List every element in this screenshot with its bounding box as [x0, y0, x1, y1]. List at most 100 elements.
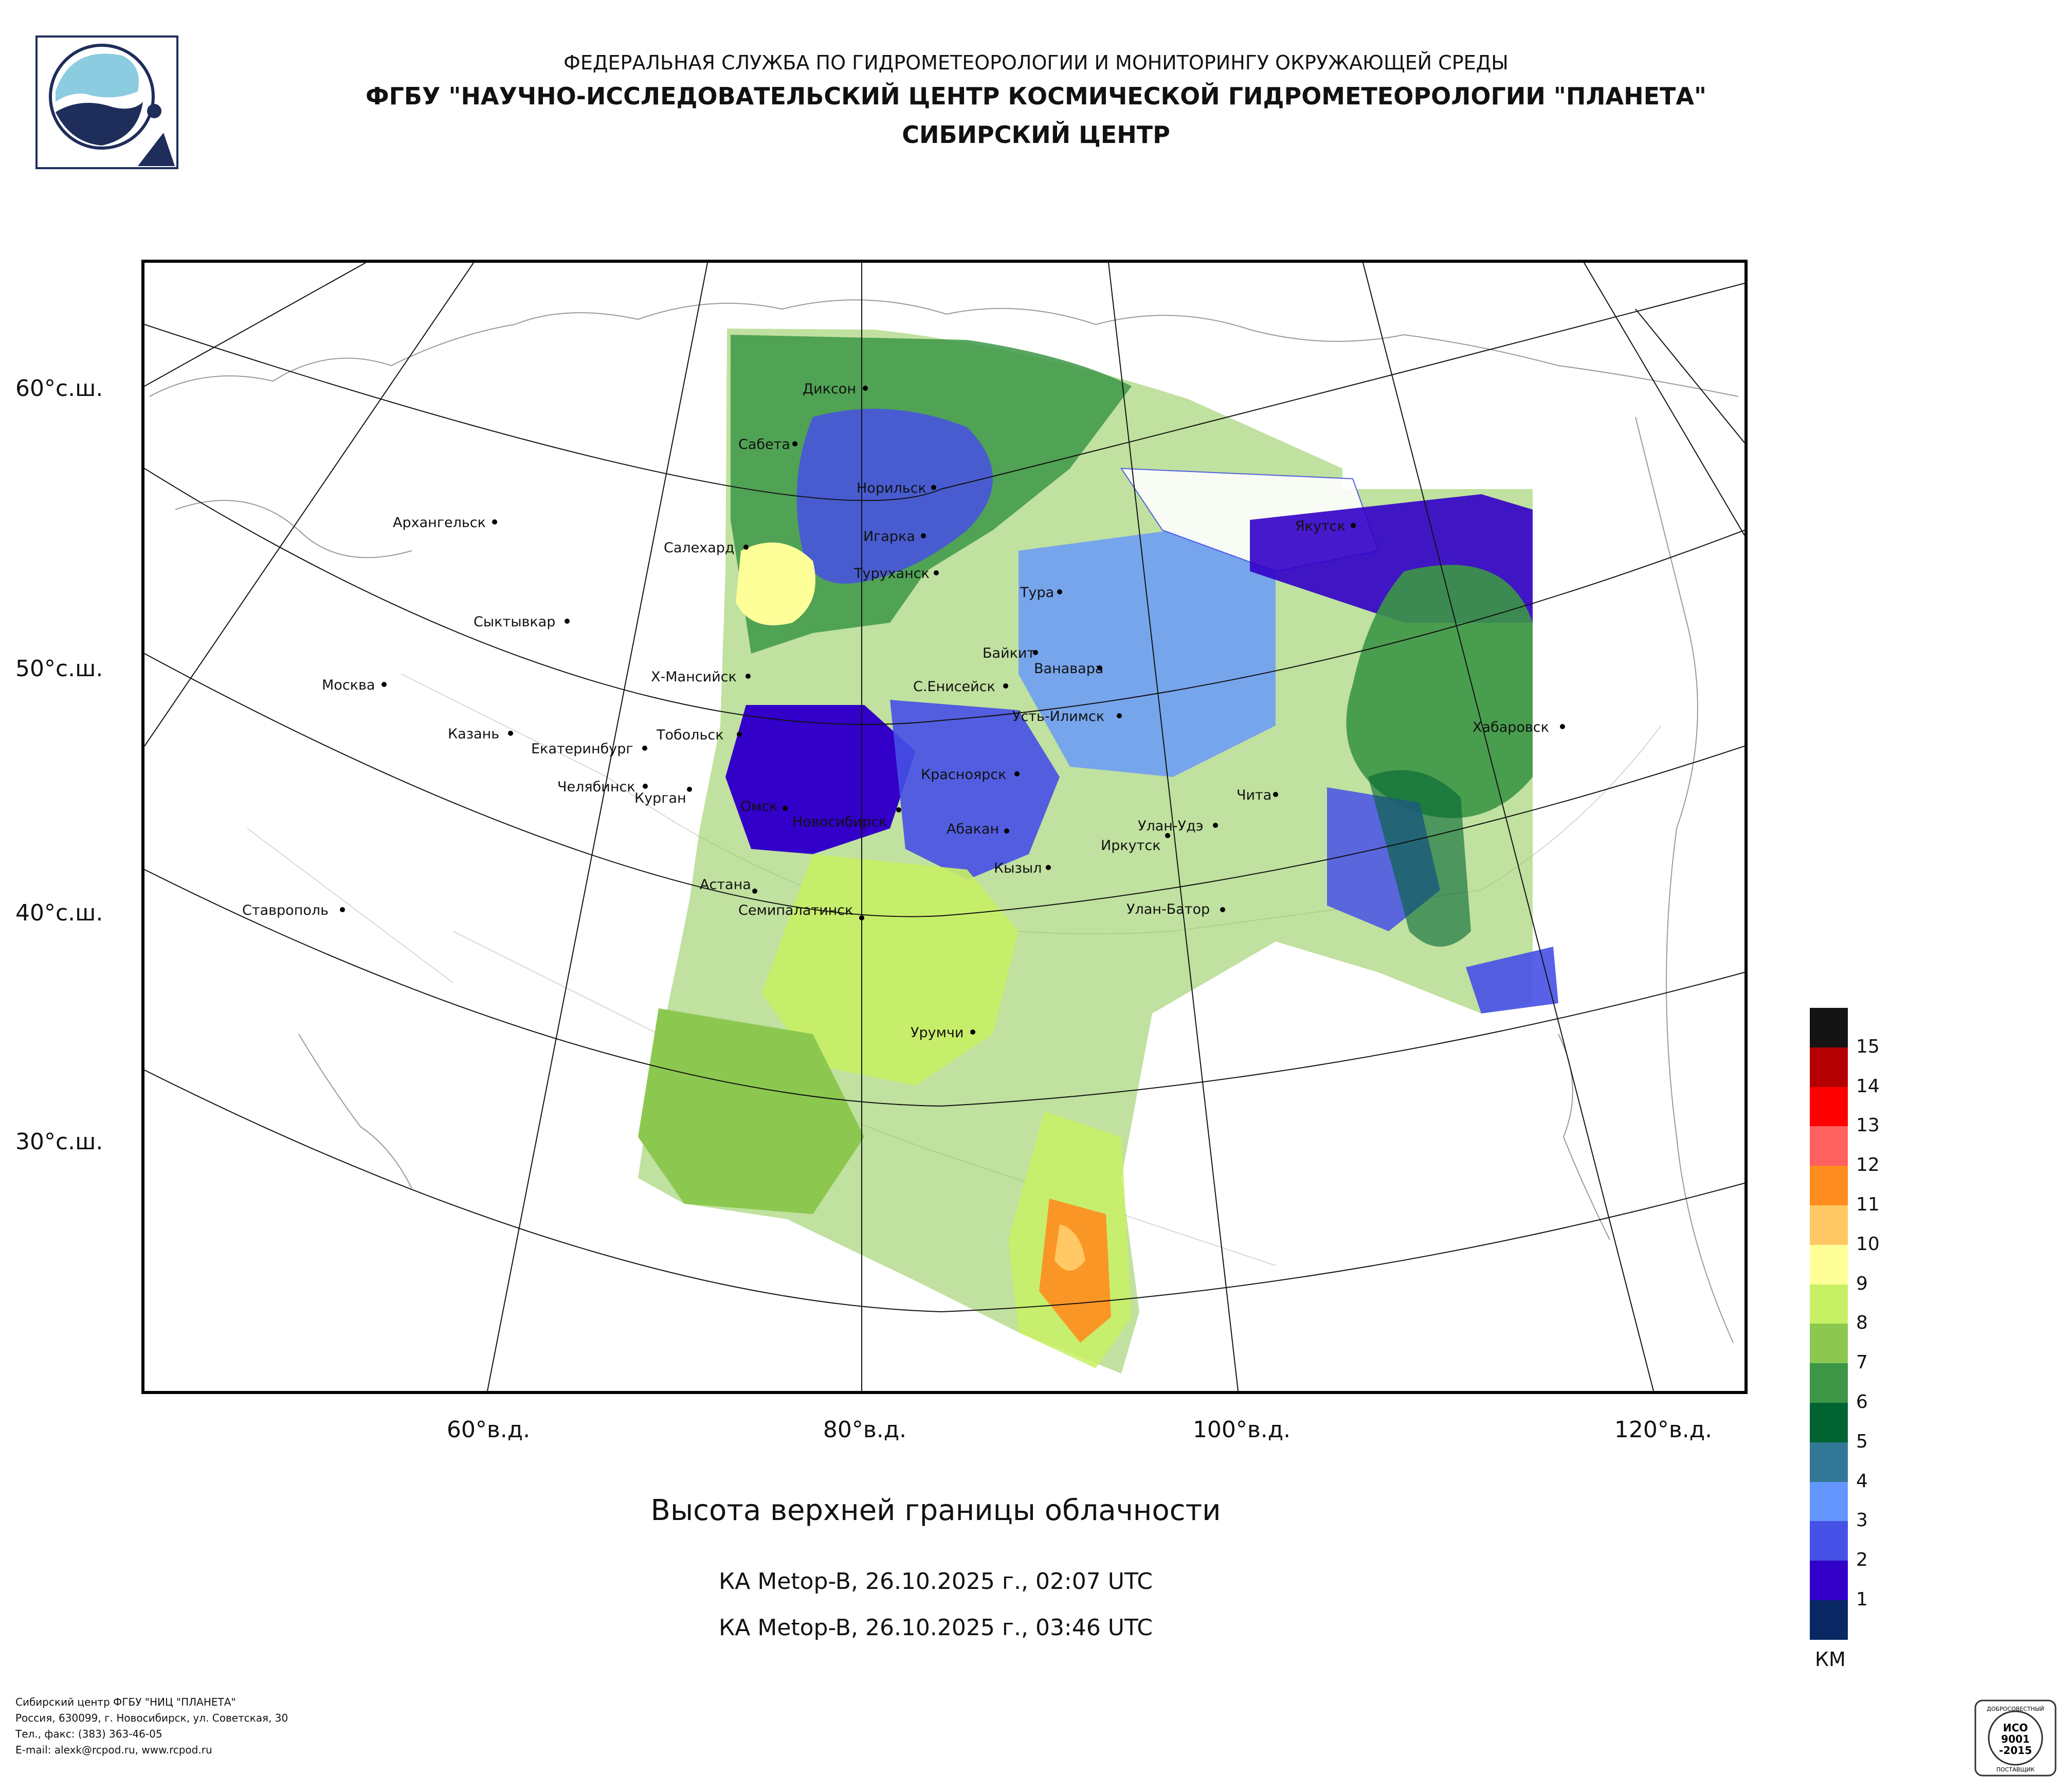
footer-email: E-mail: alexk@rcpod.ru, www.rcpod.ru	[15, 1744, 212, 1756]
legend-label: 10	[1856, 1233, 1880, 1255]
city-krasnoyarsk: Красноярск	[921, 767, 1020, 783]
legend-swatch	[1810, 1363, 1848, 1403]
city-sabeta: Сабета	[738, 437, 797, 453]
svg-text:Х-Мансийск: Х-Мансийск	[651, 669, 737, 685]
city-tura: Тура	[1020, 585, 1062, 601]
city-moscow: Москва	[322, 677, 387, 693]
legend-swatch	[1810, 1087, 1848, 1127]
city-ulan-bator: Улан-Батор	[1126, 901, 1225, 917]
svg-text:Екатеринбург: Екатеринбург	[531, 741, 633, 757]
city-omsk: Омск	[740, 799, 788, 815]
lat-label-30: 30°с.ш.	[15, 1129, 103, 1155]
svg-text:Новосибирск: Новосибирск	[792, 814, 887, 830]
svg-text:Тура: Тура	[1020, 585, 1054, 601]
header-institute: ФГБУ "НАУЧНО-ИССЛЕДОВАТЕЛЬСКИЙ ЦЕНТР КОС…	[366, 82, 1706, 110]
legend-label: 14	[1856, 1075, 1880, 1097]
svg-text:Семипалатинск: Семипалатинск	[738, 902, 853, 918]
svg-text:Чита: Чита	[1237, 787, 1271, 803]
legend-swatch	[1810, 1166, 1848, 1205]
svg-text:Улан-Батор: Улан-Батор	[1126, 901, 1210, 917]
city-ulan-ude: Улан-Удэ	[1138, 818, 1218, 834]
svg-text:Усть-Илимск: Усть-Илимск	[1012, 709, 1104, 725]
lon-label-80: 80°в.д.	[823, 1417, 907, 1443]
city-abakan: Абакан	[947, 821, 1009, 837]
pass-info-2: КА Metop-B, 26.10.2025 г., 03:46 UTC	[719, 1615, 1153, 1641]
lat-label-60: 60°с.ш.	[15, 375, 103, 402]
legend-swatch	[1810, 1244, 1848, 1285]
svg-text:Курган: Курган	[634, 790, 686, 806]
legend-label: 7	[1856, 1352, 1868, 1373]
city-vanavara: Ванавара	[1034, 661, 1103, 677]
legend-label: 6	[1856, 1391, 1868, 1413]
legend-label: 8	[1856, 1312, 1868, 1334]
city-syktyvkar: Сыктывкар	[474, 614, 570, 630]
legend-label: 3	[1856, 1510, 1868, 1531]
svg-text:ДОБРОСОВЕСТНЫЙ: ДОБРОСОВЕСТНЫЙ	[1987, 1706, 2044, 1712]
footer-phone: Тел., факс: (383) 363-46-05	[15, 1728, 162, 1740]
lat-label-40: 40°с.ш.	[15, 900, 103, 926]
city-kyzyl: Кызыл	[994, 860, 1051, 876]
legend-label: 15	[1856, 1036, 1880, 1057]
footer-address: Россия, 630099, г. Новосибирск, ул. Сове…	[15, 1712, 288, 1724]
legend-swatch	[1810, 1205, 1848, 1245]
svg-text:Архангельск: Архангельск	[393, 515, 486, 531]
city-salekhard: Салехард	[664, 540, 749, 556]
legend-swatch	[1810, 1047, 1848, 1087]
legend-swatch	[1810, 1442, 1848, 1482]
legend-swatch	[1810, 1481, 1848, 1522]
city-novosibirsk: Новосибирск	[792, 807, 901, 830]
city-norilsk: Норильск	[857, 480, 936, 496]
legend-label: 1	[1856, 1589, 1868, 1610]
legend-swatch	[1810, 1521, 1848, 1561]
legend-label: 11	[1856, 1194, 1880, 1215]
city-khabarovsk: Хабаровск	[1473, 719, 1565, 735]
svg-text:Сабета: Сабета	[738, 437, 790, 453]
svg-text:Иркутск: Иркутск	[1101, 838, 1161, 854]
lon-label-60: 60°в.д.	[446, 1417, 531, 1443]
svg-text:Урумчи: Урумчи	[911, 1025, 964, 1041]
header-center: СИБИРСКИЙ ЦЕНТР	[902, 121, 1170, 149]
svg-text:Кызыл: Кызыл	[994, 860, 1042, 876]
legend-swatch	[1810, 1402, 1848, 1442]
legend-label: 5	[1856, 1431, 1868, 1452]
legend-label: 13	[1856, 1115, 1880, 1136]
city-yakutsk: Якутск	[1295, 518, 1356, 534]
svg-text:Москва: Москва	[322, 677, 375, 693]
city-baykit: Байкит	[983, 645, 1038, 661]
svg-text:Байкит: Байкит	[983, 645, 1035, 661]
legend-swatch	[1810, 1561, 1848, 1600]
city-astana: Астана	[700, 877, 757, 894]
svg-text:Улан-Удэ: Улан-Удэ	[1138, 818, 1204, 834]
coastlines	[149, 299, 1739, 1343]
svg-text:Красноярск: Красноярск	[921, 767, 1006, 783]
svg-text:Ванавара: Ванавара	[1034, 661, 1103, 677]
legend-swatch	[1810, 1008, 1848, 1047]
city-markers: Диксон Сабета Норильск Игарка Салехард Т…	[242, 381, 1565, 1041]
city-irkutsk: Иркутск	[1101, 833, 1170, 854]
city-urumqi: Урумчи	[911, 1025, 975, 1041]
svg-text:Сыктывкар: Сыктывкар	[474, 614, 555, 630]
svg-text:Ставрополь: Ставрополь	[242, 902, 329, 918]
city-ekaterinburg: Екатеринбург	[531, 741, 647, 757]
svg-text:Диксон: Диксон	[803, 381, 856, 397]
svg-text:Хабаровск: Хабаровск	[1473, 719, 1549, 735]
city-kazan: Казань	[448, 726, 513, 742]
map-canvas: Диксон Сабета Норильск Игарка Салехард Т…	[144, 263, 1744, 1391]
svg-text:-2015: -2015	[1999, 1744, 2032, 1757]
svg-text:Казань: Казань	[448, 726, 499, 742]
city-s-eniseysk: С.Енисейск	[913, 679, 1008, 695]
color-legend	[1810, 1008, 1848, 1640]
planeta-logo	[35, 35, 179, 170]
city-chelyabinsk: Челябинск	[557, 779, 648, 795]
svg-text:Якутск: Якутск	[1295, 518, 1346, 534]
city-khanty-mansiysk: Х-Мансийск	[651, 669, 751, 685]
header-agency: ФЕДЕРАЛЬНАЯ СЛУЖБА ПО ГИДРОМЕТЕОРОЛОГИИ …	[564, 51, 1508, 74]
svg-text:9001: 9001	[2001, 1733, 2030, 1745]
city-chita: Чита	[1237, 787, 1278, 803]
legend-label: 12	[1856, 1154, 1880, 1176]
city-semipalatinsk: Семипалатинск	[738, 902, 864, 920]
legend-swatch	[1810, 1126, 1848, 1166]
city-kurgan: Курган	[634, 787, 692, 806]
svg-text:Челябинск: Челябинск	[557, 779, 635, 795]
lon-label-100: 100°в.д.	[1192, 1417, 1291, 1443]
